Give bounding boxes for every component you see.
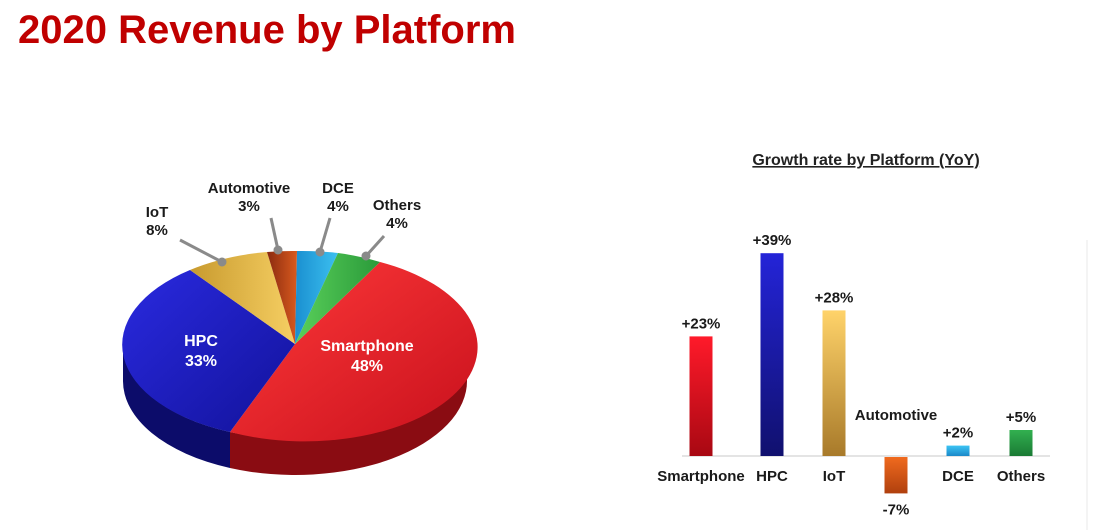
pie-side-hpc	[122, 344, 230, 468]
bar-value-label-dce: +2%	[943, 425, 973, 442]
bar-chart-title: Growth rate by Platform (YoY)	[752, 152, 979, 169]
bar-others	[1009, 430, 1033, 456]
edge-decoration	[1086, 240, 1088, 530]
pie-label-dce: DCE	[322, 180, 354, 197]
pie-slice-iot	[190, 252, 295, 344]
pie-side-smartphone	[230, 344, 468, 475]
pie-label-smartphone: Smartphone	[320, 338, 413, 355]
leader-line-iot	[179, 238, 223, 264]
pie-slice-smartphone	[230, 262, 478, 442]
pie-value-hpc: 33%	[185, 353, 217, 370]
bar-smartphone	[689, 336, 713, 456]
bar-value-label-hpc: +39%	[753, 232, 792, 249]
page-title: 2020 Revenue by Platform	[18, 8, 516, 52]
pie-slice-automotive	[267, 250, 297, 344]
pie-value-smartphone: 48%	[351, 358, 383, 375]
bar-hpc	[760, 253, 784, 456]
bar-dce	[946, 445, 970, 456]
bar-category-label-hpc: HPC	[756, 468, 788, 485]
pie-label-automotive: Automotive	[208, 180, 291, 197]
pie-label-iot: IoT	[146, 204, 169, 221]
pie-label-others: Others	[373, 197, 421, 214]
pie-slice-others	[295, 253, 380, 344]
leader-line-automotive	[269, 217, 280, 251]
bar-value-label-iot: +28%	[815, 289, 854, 306]
bar-value-label-others: +5%	[1006, 409, 1036, 426]
pie-value-iot: 8%	[146, 222, 168, 239]
bar-category-label-smartphone: Smartphone	[657, 468, 745, 485]
bar-category-label-automotive: Automotive	[855, 407, 938, 424]
bar-iot	[822, 310, 846, 456]
bar-automotive	[884, 457, 908, 494]
pie-slice-hpc	[122, 270, 295, 432]
pie-value-dce: 4%	[327, 198, 349, 215]
leader-dot-iot	[217, 257, 227, 267]
leader-dot-others	[361, 251, 371, 261]
leader-line-dce	[318, 217, 332, 253]
leader-dot-automotive	[273, 245, 283, 255]
bar-value-label-automotive: -7%	[883, 501, 910, 518]
bar-category-label-dce: DCE	[942, 468, 974, 485]
bar-category-label-iot: IoT	[823, 468, 846, 485]
pie-value-others: 4%	[386, 215, 408, 232]
pie-label-hpc: HPC	[184, 333, 218, 350]
bar-value-label-smartphone: +23%	[682, 315, 721, 332]
pie-slice-dce	[295, 250, 338, 344]
leader-dot-dce	[315, 247, 325, 257]
pie-value-automotive: 3%	[238, 198, 260, 215]
bar-category-label-others: Others	[997, 468, 1045, 485]
